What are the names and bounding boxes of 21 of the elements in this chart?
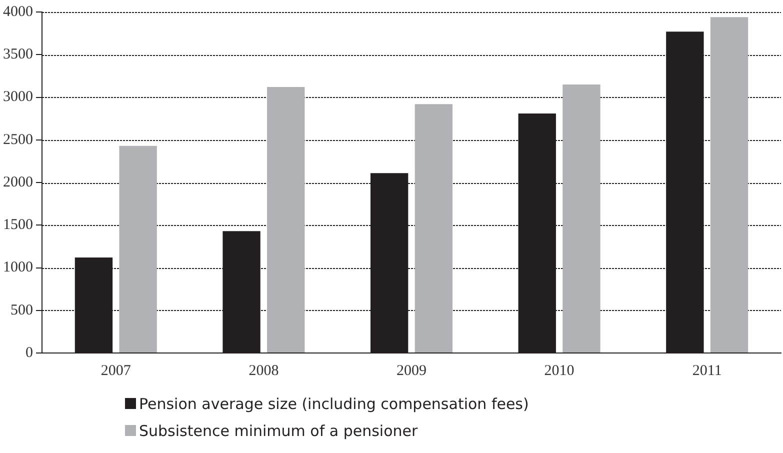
bar: [710, 17, 748, 352]
bar: [414, 104, 453, 352]
legend-label: Pension average size (including compensation fees): [139, 394, 529, 412]
legend-label: Subsistence minimum of a pensioner: [139, 422, 418, 440]
y-tick-label: 0: [26, 344, 33, 361]
y-tick-label: 3500: [3, 46, 33, 63]
y-tick-label: 3000: [3, 89, 33, 106]
y-tick-label: 2500: [3, 132, 33, 148]
x-tick-label: 2009: [396, 362, 426, 379]
y-tick-label: 1000: [3, 260, 33, 276]
y-tick-label: 2000: [3, 174, 33, 190]
x-tick-label: 2007: [100, 362, 132, 379]
y-tick-label: 1500: [3, 217, 33, 234]
y-tick-label: 500: [10, 302, 33, 318]
bar: [119, 146, 157, 352]
bar: [562, 84, 600, 352]
bar: [267, 87, 305, 352]
x-tick-label: 2011: [692, 362, 722, 379]
y-tick-label: 4000: [3, 4, 33, 20]
x-tick-label: 2010: [544, 362, 574, 379]
x-tick-label: 2008: [248, 362, 279, 379]
